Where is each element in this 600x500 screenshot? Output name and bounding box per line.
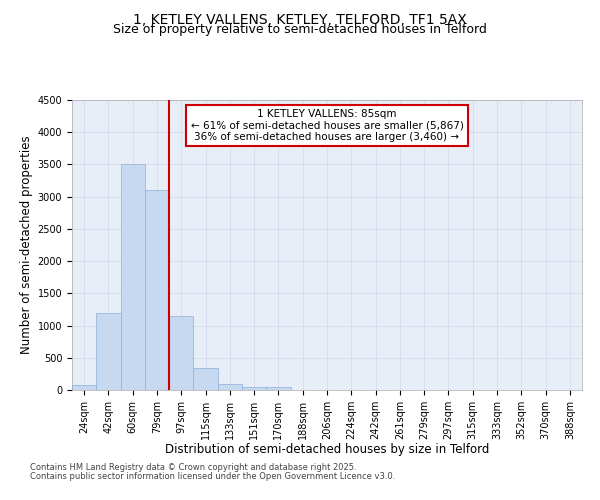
Text: Contains public sector information licensed under the Open Government Licence v3: Contains public sector information licen… [30,472,395,481]
Text: 1 KETLEY VALLENS: 85sqm
← 61% of semi-detached houses are smaller (5,867)
36% of: 1 KETLEY VALLENS: 85sqm ← 61% of semi-de… [191,108,463,142]
Bar [96,312,121,390]
Y-axis label: Number of semi-detached properties: Number of semi-detached properties [20,136,34,354]
Bar [72,385,96,390]
Bar [169,316,193,390]
Bar [218,384,242,390]
Text: 1, KETLEY VALLENS, KETLEY, TELFORD, TF1 5AX: 1, KETLEY VALLENS, KETLEY, TELFORD, TF1 … [133,12,467,26]
Text: Size of property relative to semi-detached houses in Telford: Size of property relative to semi-detach… [113,22,487,36]
Bar [242,387,266,390]
Bar [193,368,218,390]
X-axis label: Distribution of semi-detached houses by size in Telford: Distribution of semi-detached houses by … [165,444,489,456]
Bar [145,190,169,390]
Bar [121,164,145,390]
Bar [266,387,290,390]
Text: Contains HM Land Registry data © Crown copyright and database right 2025.: Contains HM Land Registry data © Crown c… [30,464,356,472]
